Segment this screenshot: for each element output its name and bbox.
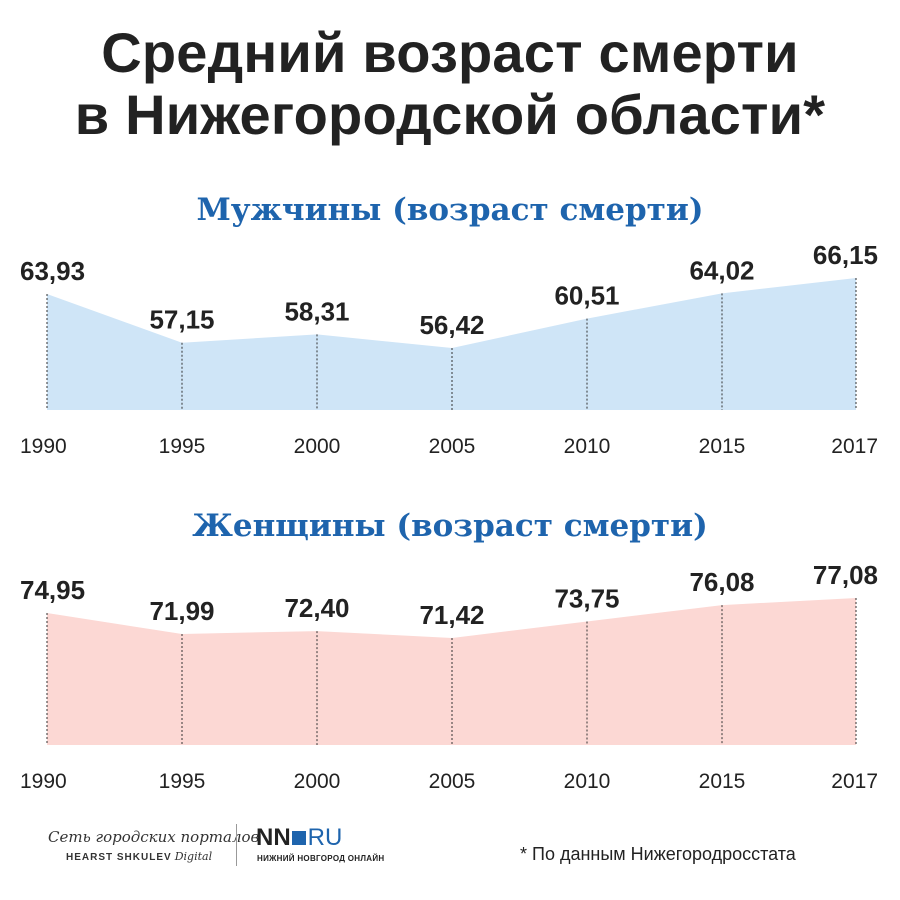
men-year-label-2010: 2010	[564, 435, 611, 458]
women-value-label-1990: 74,95	[20, 575, 85, 605]
hearst-shkulev-logo: HEARST SHKULEV Digital	[66, 850, 212, 863]
women-year-label-2015: 2015	[699, 770, 746, 793]
women-value-label-2015: 76,08	[689, 567, 754, 597]
women-value-label-2000: 72,40	[284, 593, 349, 623]
chart-title-women: Женщины (возраст смерти)	[192, 508, 708, 544]
digital-text: Digital	[174, 850, 213, 863]
logo-divider	[236, 824, 237, 866]
men-value-label-2017: 66,15	[813, 240, 878, 270]
women-value-label-1995: 71,99	[149, 596, 214, 626]
chart-title-men: Мужчины (возраст смерти)	[196, 192, 704, 228]
page-title-line-2: в Нижегородской области*	[74, 83, 826, 146]
women-value-label-2005: 71,42	[419, 600, 484, 630]
men-value-label-2010: 60,51	[554, 281, 619, 311]
hearst-shkulev-text: HEARST SHKULEV	[66, 852, 172, 863]
nn-logo-text: NN	[256, 824, 291, 851]
men-value-label-1995: 57,15	[149, 305, 214, 335]
page-title-line-1: Средний возраст смерти	[101, 21, 799, 84]
women-year-label-2000: 2000	[294, 770, 341, 793]
men-value-label-2000: 58,31	[284, 296, 349, 326]
women-value-label-2017: 77,08	[813, 560, 878, 590]
nn-ru-logo: NN RU	[256, 824, 342, 852]
men-area	[47, 278, 856, 410]
women-year-label-2010: 2010	[564, 770, 611, 793]
men-value-label-1990: 63,93	[20, 256, 85, 286]
women-value-label-2010: 73,75	[554, 584, 619, 614]
men-year-label-1990: 1990	[20, 435, 67, 458]
men-value-label-2015: 64,02	[689, 255, 754, 285]
men-year-label-2000: 2000	[294, 435, 341, 458]
source-footnote: * По данным Нижегородросстата	[520, 844, 796, 864]
square-icon	[291, 831, 306, 845]
men-year-label-2015: 2015	[699, 435, 746, 458]
men-value-label-2005: 56,42	[419, 310, 484, 340]
women-year-label-2005: 2005	[429, 770, 476, 793]
ru-logo-text: RU	[307, 824, 343, 851]
chart-women: 74,95 71,99 72,40 71,42 73,75 76,08 77,08 1990 1…	[20, 560, 878, 793]
footer: Сеть городских порталов HEARST SHKULEV Di…	[0, 820, 900, 880]
women-year-label-1990: 1990	[20, 770, 67, 793]
women-year-label-1995: 1995	[159, 770, 206, 793]
network-logo-text: Сеть городских порталов	[48, 828, 260, 846]
men-year-label-2017: 2017	[831, 435, 878, 458]
page-title: Средний возраст смерти в Нижегородской о…	[0, 22, 900, 146]
women-year-label-2017: 2017	[831, 770, 878, 793]
men-year-label-2005: 2005	[429, 435, 476, 458]
chart-men: 63,93 57,15 58,31 56,42 60,51 64,02 66,15 1990 1…	[20, 240, 878, 458]
nn-ru-subtitle: НИЖНИЙ НОВГОРОД ОНЛАЙН	[257, 854, 385, 863]
men-year-label-1995: 1995	[159, 435, 206, 458]
